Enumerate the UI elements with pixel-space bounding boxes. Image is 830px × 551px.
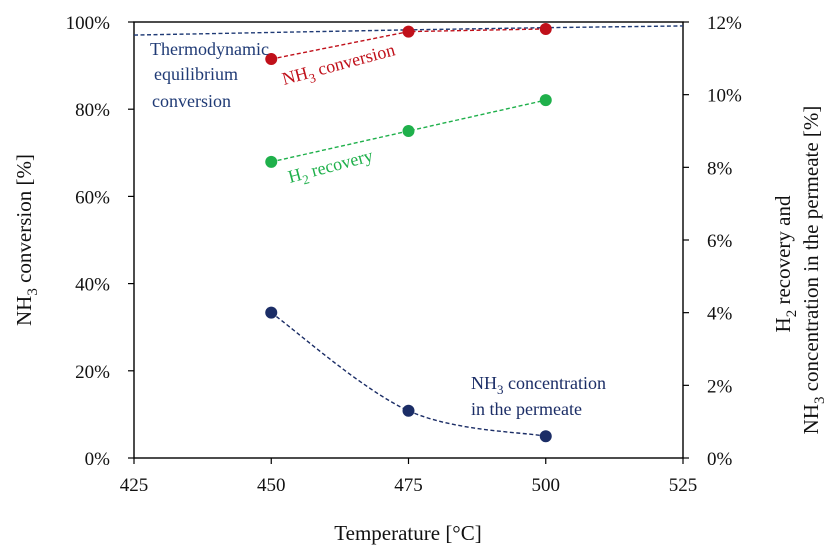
left-y-axis-label: NH3 conversion [%] <box>12 154 41 326</box>
left-y-tick-label: 20% <box>75 362 110 383</box>
right-y-axis-label-line2-main: NH <box>799 404 823 434</box>
x-tick-label: 425 <box>120 475 149 496</box>
x-tick-label: 450 <box>257 475 286 496</box>
nh3-conversion-label-sub: 3 <box>307 70 317 86</box>
right-y-axis-label-line1: H2 recovery and <box>771 195 800 332</box>
right-y-axis-label-line1-main: H <box>771 317 795 332</box>
nh3-conversion-point <box>539 22 552 35</box>
x-tick-label: 500 <box>532 475 561 496</box>
right-y-axis-label-line1-rest: recovery and <box>771 195 795 310</box>
right-y-axis-label-line1-sub: 2 <box>784 310 800 318</box>
h2-recovery-label-rest: recovery <box>305 145 375 182</box>
nh3-conversion-point <box>402 25 415 38</box>
nh3-permeate-point <box>402 404 415 417</box>
right-y-tick-label: 12% <box>707 13 742 34</box>
nh3-conversion-point <box>265 53 278 66</box>
right-y-tick-label: 0% <box>707 449 733 470</box>
left-y-axis-label-main: NH <box>12 296 36 326</box>
x-axis-label: Temperature [°C] <box>334 521 481 545</box>
nh3-conversion-label: NH3 conversion <box>280 40 398 93</box>
h2-recovery-label: H2 recovery <box>286 145 376 191</box>
left-y-axis-label-rest: conversion [%] <box>12 154 36 288</box>
nh3-permeate-label-rest: concentration <box>504 373 606 393</box>
equilibrium-label-line1: Thermodynamic <box>150 39 269 59</box>
left-y-tick-label: 40% <box>75 275 110 296</box>
left-y-axis-label-sub: 3 <box>25 288 41 296</box>
x-tick-label: 475 <box>394 475 423 496</box>
left-y-tick-label: 60% <box>75 187 110 208</box>
h2-recovery-point <box>539 94 552 107</box>
h2-recovery-label-main: H <box>286 164 304 187</box>
nh3-permeate-label: NH3 concentration in the permeate <box>471 373 610 419</box>
x-axis-ticks: 425 450 475 500 525 <box>120 458 698 496</box>
left-y-tick-label: 100% <box>66 13 111 34</box>
left-y-tick-label: 0% <box>85 449 111 470</box>
h2-recovery-point <box>402 125 415 137</box>
right-y-axis-ticks: 0% 2% 4% 6% 8% 10% 12% <box>683 13 742 470</box>
right-y-axis-label-line2: NH3 concentration in the permeate [%] <box>799 106 828 435</box>
nh3-permeate-label-sub: 3 <box>497 382 504 397</box>
right-y-axis-label-line2-rest: concentration in the permeate [%] <box>799 106 823 397</box>
nh3-permeate-line <box>270 312 546 437</box>
right-y-axis-label-line2-sub: 3 <box>812 397 828 405</box>
left-y-tick-label: 80% <box>75 100 110 121</box>
nh3-conversion-label-main: NH <box>280 63 310 89</box>
h2-recovery-label-sub: 2 <box>301 171 311 187</box>
nh3-permeate-label-main: NH <box>471 373 497 393</box>
right-y-tick-label: 8% <box>707 158 733 179</box>
h2-recovery-point <box>265 155 278 168</box>
right-y-tick-label: 4% <box>707 304 733 325</box>
series-layer <box>133 22 684 443</box>
right-y-tick-label: 10% <box>707 86 742 107</box>
nh3-permeate-point <box>539 430 552 443</box>
nh3-permeate-label-line2: in the permeate <box>471 399 582 419</box>
left-y-axis-ticks: 0% 20% 40% 60% 80% 100% <box>66 13 134 470</box>
x-tick-label: 525 <box>669 475 698 496</box>
right-y-tick-label: 2% <box>707 376 733 397</box>
right-y-tick-label: 6% <box>707 231 733 252</box>
h2-recovery-line <box>271 99 546 163</box>
nh3-conversion-label-rest: conversion <box>311 40 397 81</box>
nh3-permeate-point <box>265 306 278 319</box>
equilibrium-label: Thermodynamic equilibrium conversion <box>150 39 273 111</box>
equilibrium-label-line2: equilibrium <box>154 64 238 84</box>
equilibrium-label-line3: conversion <box>152 91 231 111</box>
